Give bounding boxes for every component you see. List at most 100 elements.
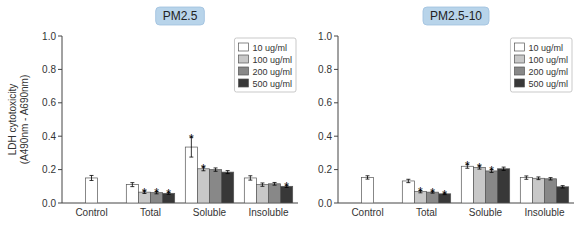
y-tick [58,36,62,37]
title-box: PM2.5-10 [423,7,489,25]
y-tick [334,69,338,70]
error-bar-cap [536,176,540,177]
y-tick [334,169,338,170]
y-tick-label: 0.2 [42,164,56,175]
annotation: * [154,186,159,200]
error-bar-cap [248,175,252,176]
panel: 0.00.20.40.60.81.0******ControlTotalSolu… [7,7,298,218]
x-tick-label: Control [351,207,383,218]
error-bar-cap [273,185,277,186]
error-bar-cap [549,179,553,180]
y-tick [58,69,62,70]
bar [269,184,281,203]
error-bar [536,177,540,180]
x-tick-label: Control [75,207,107,218]
bar [402,181,414,203]
error-bar [248,176,252,180]
error-bar [130,183,134,187]
y-tick [58,136,62,137]
y-tick-label: 0.8 [42,64,56,75]
title-background [423,7,489,25]
annotation: * [189,132,194,146]
error-bar-stem [215,168,216,171]
y-tick-label: 1.0 [318,31,332,42]
error-bar-cap [406,179,410,180]
error-bar-stem [526,176,527,179]
x-tick-label: Soluble [469,207,503,218]
error-bar [226,171,230,174]
annotation: * [284,180,289,194]
error-bar-cap [561,185,565,186]
x-tick-label: Total [416,207,437,218]
legend: 10 ug/ml100 ug/ml200 ug/ml500 ug/ml [234,38,296,92]
error-bar-cap [366,179,370,180]
bars [85,137,292,203]
legend-swatch [238,43,248,51]
chart-svg: 0.0 0.2 0.4 0.6 0.8 1.0 * * * * * * Control Total Solu… [0,0,582,231]
annotations: ****** [142,132,289,201]
error-bar-stem [132,183,133,187]
error-bar-cap [273,182,277,183]
error-bar [561,186,565,188]
y-tick-label: 0.4 [318,131,332,142]
error-bar-cap [406,182,410,183]
error-bar-cap [260,186,264,187]
bar [126,185,138,203]
y-tick-label: 0.6 [42,97,56,108]
bar [498,169,510,203]
error-bar-cap [214,171,218,172]
error-bar-cap [248,180,252,181]
error-bar-cap [524,175,528,176]
error-bar-cap [226,173,230,174]
page: {"chart_data": [ {"type": "bar", "title"… [0,0,582,231]
error-bar [502,167,506,170]
legend-label: 500 ug/ml [528,79,568,89]
error-bar [214,168,218,171]
x-tick-label: Soluble [193,207,227,218]
legend: 10 ug/ml100 ug/ml200 ug/ml500 ug/ml [510,38,572,92]
title-box: PM2.5 [156,7,205,25]
error-bar-stem [262,183,263,186]
y-tick [334,203,338,204]
bar [361,177,373,203]
error-bar-stem [227,171,228,174]
error-bar-cap [502,170,506,171]
legend-swatch [514,55,524,63]
y-tick [58,203,62,204]
bar [557,187,569,203]
y-axis-label-line: LDH cytotoxicity [7,84,18,156]
error-bar-cap [260,182,264,183]
legend-label: 100 ug/ml [528,55,568,65]
error-bar-cap [366,175,370,176]
error-bar-cap [130,182,134,183]
legend-frame [510,38,572,92]
legend-swatch [514,67,524,75]
legend-label: 200 ug/ml [528,67,568,77]
title-background [156,7,205,25]
y-tick-label: 0.6 [318,97,332,108]
y-tick [58,102,62,103]
error-bar-cap [502,167,506,168]
annotation: * [418,185,423,199]
y-tick-label: 1.0 [42,31,56,42]
title: PM2.5-10 [430,9,482,23]
title: PM2.5 [163,9,198,23]
error-bar-cap [226,170,230,171]
y-tick [334,36,338,37]
error-bar [260,183,264,186]
x-tick-label: Insoluble [248,207,288,218]
annotation: * [201,162,206,176]
legend-swatch [238,79,248,87]
error-bar [549,178,553,180]
error-bar [273,182,277,185]
error-bar-stem [367,176,368,179]
y-tick-label: 0.0 [318,198,332,209]
legend-label: 100 ug/ml [252,55,292,65]
panel: 0.00.20.40.60.81.0******ControlTotalSolu… [318,7,574,218]
bar [256,185,268,203]
error-bar-stem [250,176,251,180]
legend-swatch [238,67,248,75]
bar [244,178,256,203]
annotation: * [142,186,147,200]
error-bar-stem [503,167,504,170]
